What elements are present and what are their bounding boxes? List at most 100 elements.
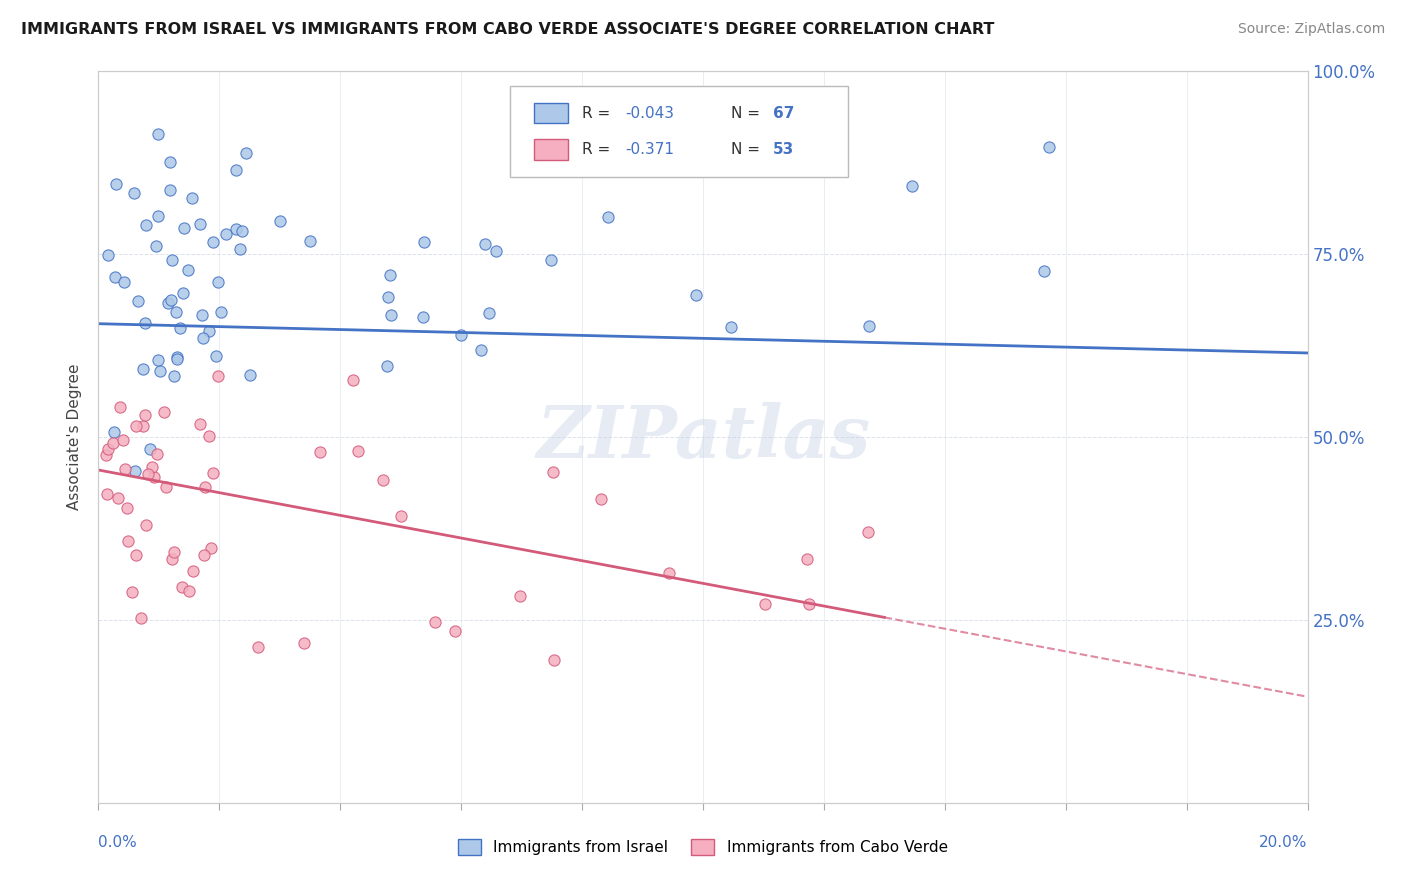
Bar bbox=[534, 139, 568, 160]
Text: 20.0%: 20.0% bbox=[1260, 835, 1308, 850]
Point bbox=[509, 590, 531, 604]
Point bbox=[162, 552, 184, 566]
Text: -0.043: -0.043 bbox=[626, 105, 675, 120]
Point bbox=[194, 480, 217, 494]
Point bbox=[97, 248, 120, 262]
Point bbox=[135, 218, 157, 232]
Point bbox=[172, 286, 194, 301]
Text: 53: 53 bbox=[773, 142, 794, 157]
Point bbox=[125, 548, 148, 562]
Point bbox=[145, 239, 167, 253]
Point bbox=[193, 549, 215, 563]
Point bbox=[170, 580, 193, 594]
Point bbox=[112, 275, 135, 289]
Point bbox=[146, 447, 169, 461]
Point bbox=[166, 350, 188, 364]
Point bbox=[444, 624, 467, 638]
Point bbox=[225, 222, 247, 236]
Point bbox=[146, 209, 169, 223]
Point bbox=[292, 636, 315, 650]
Point bbox=[163, 545, 186, 559]
Point bbox=[96, 486, 118, 500]
Point bbox=[104, 269, 127, 284]
Point bbox=[685, 288, 707, 302]
Point bbox=[188, 217, 211, 231]
Point bbox=[413, 235, 436, 250]
Point bbox=[101, 436, 124, 450]
Point bbox=[474, 236, 496, 251]
Point bbox=[371, 474, 394, 488]
Point bbox=[796, 552, 818, 566]
Point bbox=[858, 318, 880, 333]
Point bbox=[121, 585, 143, 599]
Point bbox=[129, 611, 152, 625]
Point bbox=[166, 351, 188, 366]
Point bbox=[202, 235, 225, 249]
Point bbox=[541, 466, 564, 480]
Bar bbox=[534, 103, 568, 123]
Point bbox=[124, 464, 146, 478]
Text: N =: N = bbox=[731, 142, 765, 157]
Point bbox=[596, 211, 619, 225]
Point bbox=[173, 221, 195, 235]
Point bbox=[200, 541, 222, 556]
Point bbox=[235, 146, 257, 161]
Text: IMMIGRANTS FROM ISRAEL VS IMMIGRANTS FROM CABO VERDE ASSOCIATE'S DEGREE CORRELAT: IMMIGRANTS FROM ISRAEL VS IMMIGRANTS FRO… bbox=[21, 22, 994, 37]
Point bbox=[207, 368, 229, 383]
Point bbox=[799, 597, 821, 611]
Point bbox=[377, 290, 399, 304]
Point bbox=[134, 408, 156, 422]
Point bbox=[132, 361, 155, 376]
Point bbox=[157, 296, 180, 310]
Point bbox=[180, 192, 202, 206]
Point bbox=[198, 428, 221, 442]
Point bbox=[135, 518, 157, 533]
Point bbox=[225, 163, 247, 178]
Point bbox=[188, 417, 211, 431]
Point bbox=[201, 467, 224, 481]
Point bbox=[148, 353, 170, 368]
Point bbox=[181, 565, 204, 579]
Point bbox=[1033, 263, 1056, 277]
Text: -0.371: -0.371 bbox=[626, 142, 675, 157]
Point bbox=[97, 442, 120, 457]
Point bbox=[104, 177, 127, 191]
Point bbox=[342, 373, 364, 387]
FancyBboxPatch shape bbox=[509, 86, 848, 178]
Text: 67: 67 bbox=[773, 105, 794, 120]
Point bbox=[114, 462, 136, 476]
Point bbox=[117, 534, 139, 549]
Point bbox=[169, 321, 191, 335]
Point bbox=[1038, 140, 1060, 154]
Point bbox=[94, 448, 117, 462]
Point bbox=[380, 308, 402, 322]
Point bbox=[162, 252, 184, 267]
Point bbox=[901, 178, 924, 193]
Point bbox=[720, 320, 742, 334]
Point bbox=[124, 419, 146, 434]
Point bbox=[478, 306, 501, 320]
Point bbox=[209, 305, 232, 319]
Point bbox=[107, 491, 129, 505]
Point bbox=[111, 433, 134, 447]
Point bbox=[470, 343, 492, 358]
Point bbox=[115, 500, 138, 515]
Point bbox=[754, 597, 776, 611]
Text: R =: R = bbox=[582, 105, 616, 120]
Point bbox=[269, 213, 291, 227]
Point bbox=[134, 316, 156, 330]
Text: ZIPatlas: ZIPatlas bbox=[536, 401, 870, 473]
Point bbox=[108, 401, 131, 415]
Text: N =: N = bbox=[731, 105, 765, 120]
Point bbox=[122, 186, 145, 200]
Point bbox=[308, 444, 330, 458]
Legend: Immigrants from Israel, Immigrants from Cabo Verde: Immigrants from Israel, Immigrants from … bbox=[453, 833, 953, 861]
Point bbox=[298, 234, 321, 248]
Point bbox=[160, 293, 183, 307]
Text: 0.0%: 0.0% bbox=[98, 835, 138, 850]
Point bbox=[165, 304, 187, 318]
Point bbox=[190, 308, 212, 322]
Point bbox=[589, 491, 612, 506]
Point bbox=[228, 243, 250, 257]
Point bbox=[543, 653, 565, 667]
